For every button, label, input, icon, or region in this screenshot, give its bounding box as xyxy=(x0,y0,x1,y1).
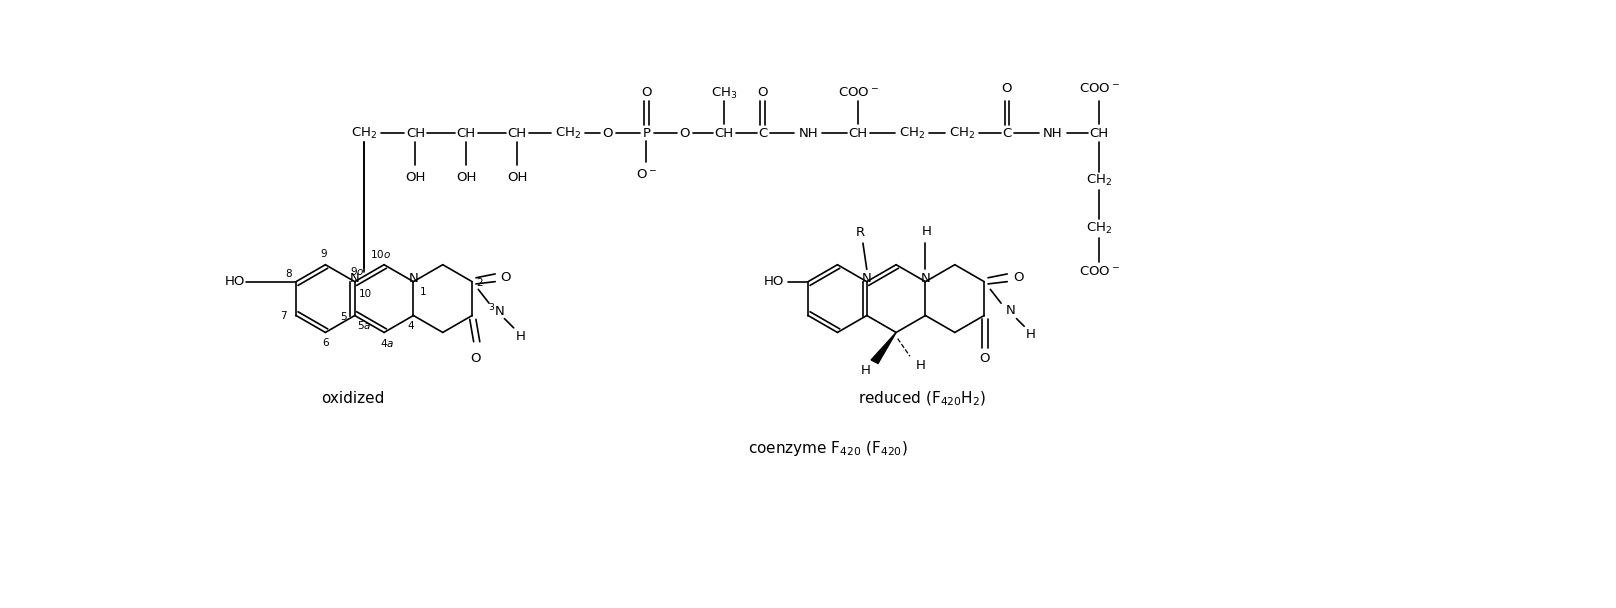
Text: O: O xyxy=(1002,82,1012,95)
Text: coenzyme F$_{420}$ (F$_{420}$): coenzyme F$_{420}$ (F$_{420}$) xyxy=(748,439,908,458)
Text: CH: CH xyxy=(507,126,527,139)
Text: 4$a$: 4$a$ xyxy=(380,337,394,349)
Text: H: H xyxy=(860,364,871,378)
Text: N: N xyxy=(409,272,419,285)
Text: 1: 1 xyxy=(419,288,427,297)
Text: NH: NH xyxy=(1044,126,1063,139)
Text: CH: CH xyxy=(406,126,425,139)
Text: P: P xyxy=(643,126,651,139)
Text: reduced (F$_{420}$H$_2$): reduced (F$_{420}$H$_2$) xyxy=(858,390,986,408)
Text: NH: NH xyxy=(798,126,818,139)
Text: O$^-$: O$^-$ xyxy=(637,168,658,181)
Text: 5$a$: 5$a$ xyxy=(357,319,372,331)
Text: 10$o$: 10$o$ xyxy=(370,248,391,260)
Text: O: O xyxy=(758,86,768,100)
Text: N: N xyxy=(1005,305,1015,317)
Text: 5: 5 xyxy=(341,312,347,322)
Text: H: H xyxy=(516,330,525,343)
Text: HO: HO xyxy=(225,275,246,288)
Text: CH$_2$: CH$_2$ xyxy=(1086,221,1112,236)
Text: COO$^-$: COO$^-$ xyxy=(1079,82,1120,95)
Text: $^3$N: $^3$N xyxy=(488,303,506,319)
Text: O: O xyxy=(470,352,482,365)
Text: O: O xyxy=(680,126,690,139)
Polygon shape xyxy=(871,333,897,364)
Text: R: R xyxy=(856,226,865,239)
Text: N: N xyxy=(349,272,360,285)
Text: OH: OH xyxy=(456,171,477,184)
Text: 8: 8 xyxy=(284,269,291,279)
Text: 10: 10 xyxy=(359,289,372,299)
Text: 9: 9 xyxy=(320,249,326,259)
Text: H: H xyxy=(916,359,926,372)
Text: COO$^-$: COO$^-$ xyxy=(1079,265,1120,278)
Text: O: O xyxy=(979,352,991,365)
Text: H: H xyxy=(923,225,932,238)
Text: CH$_2$: CH$_2$ xyxy=(351,125,377,140)
Text: CH: CH xyxy=(457,126,475,139)
Text: 9$o$: 9$o$ xyxy=(349,265,364,277)
Text: H: H xyxy=(1026,328,1036,341)
Text: N: N xyxy=(921,272,931,285)
Text: CH$_2$: CH$_2$ xyxy=(1086,173,1112,188)
Text: OH: OH xyxy=(507,171,527,184)
Text: CH: CH xyxy=(1089,126,1109,139)
Text: 7: 7 xyxy=(281,311,288,320)
Text: N: N xyxy=(861,272,871,285)
Text: COO$^-$: COO$^-$ xyxy=(837,86,879,100)
Text: CH: CH xyxy=(714,126,734,139)
Text: CH$_2$: CH$_2$ xyxy=(949,125,976,140)
Text: HO: HO xyxy=(764,275,784,288)
Text: 6: 6 xyxy=(322,338,328,348)
Text: CH: CH xyxy=(848,126,868,139)
Text: C: C xyxy=(758,126,768,139)
Text: CH$_2$: CH$_2$ xyxy=(898,125,926,140)
Text: O: O xyxy=(1013,271,1023,285)
Text: O: O xyxy=(642,86,651,100)
Text: CH$_2$: CH$_2$ xyxy=(554,125,582,140)
Text: 2: 2 xyxy=(477,278,483,288)
Text: 4: 4 xyxy=(407,321,414,331)
Text: CH$_3$: CH$_3$ xyxy=(711,86,737,100)
Text: O: O xyxy=(603,126,612,139)
Text: OH: OH xyxy=(406,171,425,184)
Text: C: C xyxy=(1002,126,1012,139)
Text: oxidized: oxidized xyxy=(320,391,385,406)
Text: O: O xyxy=(501,271,511,285)
